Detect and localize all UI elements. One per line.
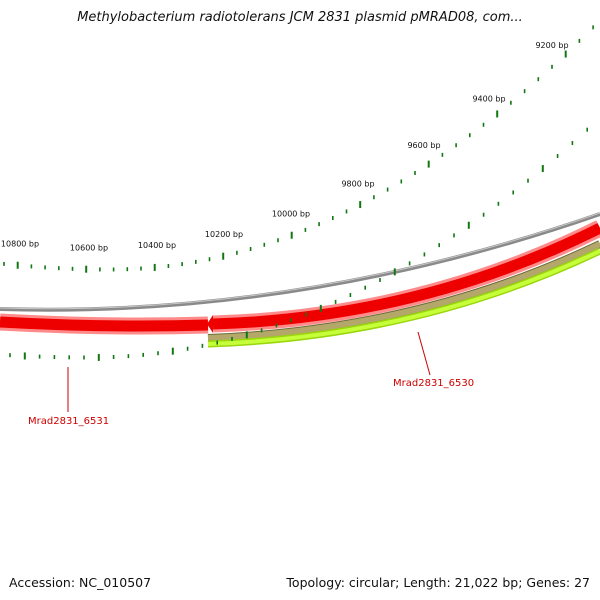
green-track-fill (207, 249, 600, 346)
summary-text: Topology: circular; Length: 21,022 bp; G… (286, 575, 590, 590)
map-title: Methylobacterium radiotolerans JCM 2831 … (77, 10, 523, 25)
backbone-track (0, 212, 600, 312)
olive-track-fill (207, 241, 600, 341)
gene-label-mrad2831-6531[interactable]: Mrad2831_6531 (28, 416, 109, 427)
gene-arrowhead (207, 315, 213, 333)
gene-label-line-6530 (417, 331, 431, 376)
scale-label: 9600 bp (407, 141, 440, 150)
backbone-track-highlight (0, 212, 600, 310)
scale-label: 10800 bp (1, 239, 39, 248)
scale-label: 10200 bp (205, 230, 243, 239)
accession-text: Accession: NC_010507 (9, 575, 152, 590)
gene-arc-mrad2831-6530[interactable] (212, 223, 600, 330)
gene-label-mrad2831-6530[interactable]: Mrad2831_6530 (393, 378, 474, 389)
gene-arc-mrad2831-6531[interactable] (0, 316, 209, 332)
scale-labels: 10800 bp 10600 bp 10400 bp 10200 bp 10000 bp… (1, 41, 569, 252)
outer-tick-marks (3, 25, 594, 273)
scale-label: 9200 bp (535, 41, 568, 50)
scale-label: 10600 bp (70, 243, 108, 252)
scale-label: 10000 bp (272, 210, 310, 219)
scale-label: 9800 bp (341, 180, 374, 189)
inner-tick-marks (9, 127, 589, 361)
scale-label: 9400 bp (472, 94, 505, 103)
scale-label: 10400 bp (138, 241, 176, 250)
